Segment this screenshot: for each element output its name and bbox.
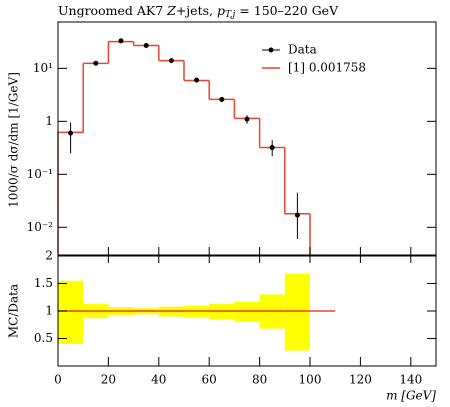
y-tick-label: 10⁻¹: [27, 167, 53, 181]
data-point: [244, 116, 250, 122]
y-tick-label: 0.5: [34, 331, 53, 345]
chart-title: Ungroomed AK7 Z+jets, pT,j = 150–220 GeV: [58, 3, 339, 20]
legend-label: [1] 0.001758: [288, 61, 366, 75]
x-tick-label: 140: [399, 373, 422, 387]
data-point: [93, 60, 99, 66]
x-axis-label: m [GeV]: [386, 389, 436, 403]
plot-frame: [57, 21, 437, 256]
legend-marker: [268, 47, 274, 53]
data-point: [294, 212, 300, 218]
data-point: [68, 130, 74, 136]
uncertainty-band: [58, 280, 84, 344]
plot-frame: [57, 255, 437, 367]
data-point: [118, 38, 124, 44]
data-point: [143, 43, 149, 49]
title-part: = 150–220 GeV: [235, 3, 339, 18]
x-tick-label: 120: [349, 373, 372, 387]
ratio-y-axis-label: MC/Data: [7, 284, 21, 338]
title-part: Ungroomed AK7: [58, 3, 167, 18]
y-tick-label: 2: [45, 249, 53, 263]
y-tick-label: 1: [45, 304, 53, 318]
data-point: [269, 145, 275, 151]
y-tick-label: 10¹: [33, 61, 53, 75]
y-tick-label: 1.5: [34, 276, 53, 290]
y-axis-label: 1000/σ dσ/dm [1/GeV]: [7, 72, 21, 208]
title-part: +jets,: [176, 3, 217, 18]
x-tick-label: 40: [151, 373, 166, 387]
uncertainty-band: [284, 273, 310, 351]
data-point: [219, 96, 225, 102]
title-part: Z: [166, 3, 176, 18]
data-point: [194, 77, 200, 83]
legend-label: Data: [288, 43, 317, 57]
title-part: T,j: [225, 10, 236, 20]
x-tick-label: 60: [202, 373, 217, 387]
x-tick-label: 100: [299, 373, 322, 387]
uncertainty-band: [234, 301, 260, 322]
x-tick-label: 0: [54, 373, 62, 387]
y-tick-label: 10⁻²: [27, 220, 54, 234]
x-tick-label: 80: [252, 373, 267, 387]
data-point: [168, 58, 174, 64]
x-tick-label: 20: [101, 373, 116, 387]
y-tick-label: 1: [45, 114, 53, 128]
title-part: p: [217, 3, 225, 18]
